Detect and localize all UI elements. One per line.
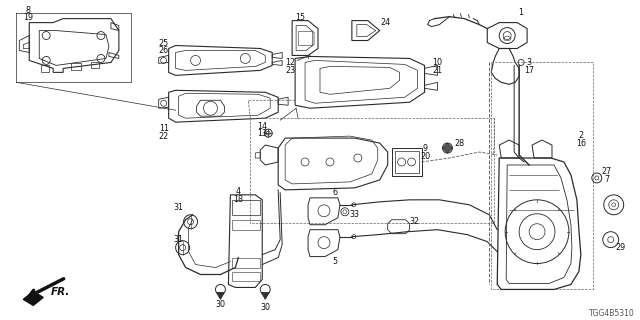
Bar <box>232 220 260 230</box>
Text: 2: 2 <box>579 131 584 140</box>
Polygon shape <box>23 292 44 305</box>
Text: 27: 27 <box>602 167 612 176</box>
Text: 19: 19 <box>23 13 33 22</box>
Bar <box>232 200 260 215</box>
Text: 7: 7 <box>604 175 609 184</box>
Bar <box>492 62 593 289</box>
Text: 30: 30 <box>260 303 270 312</box>
Text: 33: 33 <box>350 210 360 219</box>
Text: FR.: FR. <box>51 287 70 297</box>
Text: 31: 31 <box>173 235 184 244</box>
Text: 17: 17 <box>524 66 534 75</box>
Polygon shape <box>216 292 225 300</box>
Text: 18: 18 <box>234 195 243 204</box>
Text: 12: 12 <box>285 58 295 67</box>
Text: 23: 23 <box>285 66 295 75</box>
Polygon shape <box>261 292 269 300</box>
Bar <box>232 258 260 268</box>
Text: 26: 26 <box>159 46 169 55</box>
Text: 20: 20 <box>420 151 431 161</box>
Text: 30: 30 <box>216 300 225 309</box>
Text: TGG4B5310: TGG4B5310 <box>589 309 635 318</box>
Text: 8: 8 <box>26 6 31 15</box>
Text: 29: 29 <box>616 243 626 252</box>
Text: 31: 31 <box>173 203 184 212</box>
Text: 21: 21 <box>433 66 442 75</box>
Text: 15: 15 <box>295 13 305 22</box>
Text: 28: 28 <box>454 139 465 148</box>
Bar <box>250 118 494 223</box>
Text: 24: 24 <box>381 18 391 27</box>
Bar <box>232 271 260 282</box>
Text: 6: 6 <box>332 188 337 197</box>
Polygon shape <box>442 143 452 153</box>
Text: 3: 3 <box>527 58 532 67</box>
Text: 9: 9 <box>423 144 428 153</box>
Text: 22: 22 <box>159 132 169 140</box>
Text: 10: 10 <box>433 58 442 67</box>
Bar <box>392 148 422 176</box>
Text: 25: 25 <box>159 39 169 48</box>
Text: 1: 1 <box>518 8 524 17</box>
Text: 14: 14 <box>257 122 268 131</box>
Text: 4: 4 <box>236 188 241 196</box>
Text: 32: 32 <box>410 217 420 226</box>
Text: 5: 5 <box>332 257 337 266</box>
Bar <box>298 31 312 45</box>
Bar <box>395 151 419 173</box>
Text: 16: 16 <box>576 139 586 148</box>
Text: 13: 13 <box>257 129 268 138</box>
Text: 11: 11 <box>159 124 169 132</box>
